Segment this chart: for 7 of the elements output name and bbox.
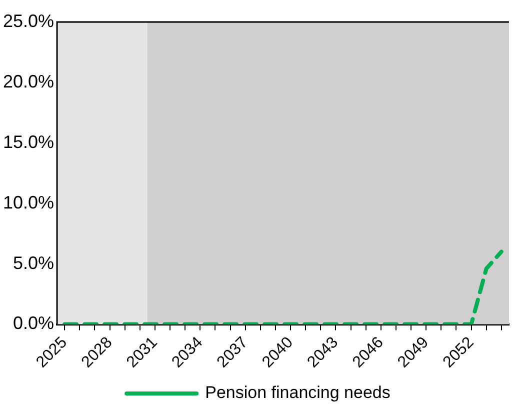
y-tick-label: 5.0% (13, 252, 54, 273)
y-tick-label: 15.0% (2, 132, 54, 152)
y-tick-label: 20.0% (2, 71, 54, 92)
y-tick-label: 25.0% (2, 10, 54, 31)
y-tick-label: 0.0% (13, 313, 54, 334)
y-tick-label: 10.0% (2, 192, 54, 212)
legend-label: Pension financing needs (205, 383, 390, 402)
